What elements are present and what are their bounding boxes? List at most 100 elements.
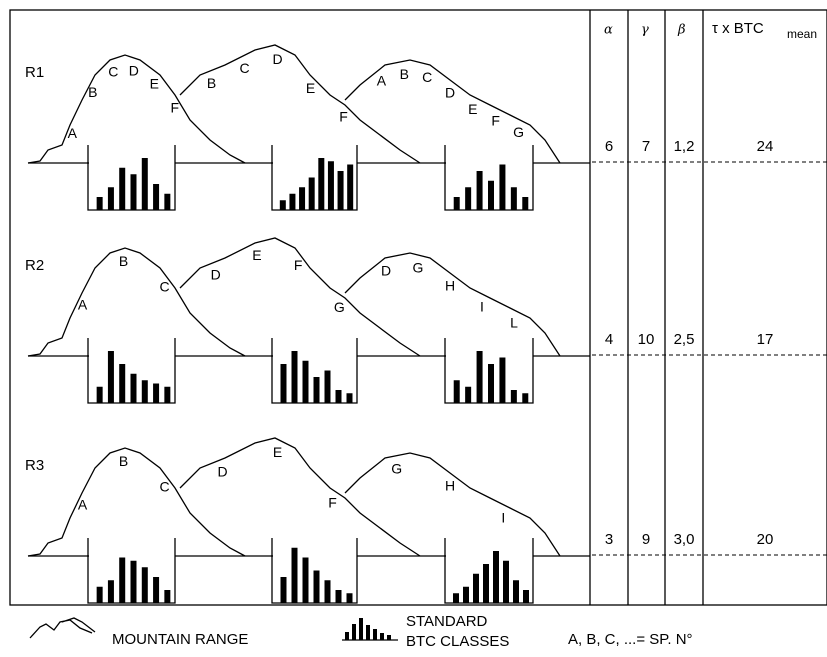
btc-bar bbox=[131, 374, 137, 403]
btc-bar bbox=[488, 364, 494, 403]
row-label: R3 bbox=[25, 457, 44, 474]
btc-bar bbox=[347, 593, 353, 603]
legend-text: BTC CLASSES bbox=[406, 633, 509, 650]
legend-text: MOUNTAIN RANGE bbox=[112, 631, 248, 648]
btc-bar bbox=[325, 580, 331, 603]
species-label: D bbox=[211, 266, 221, 282]
table-value: 3,0 bbox=[674, 531, 695, 548]
species-label: E bbox=[252, 247, 261, 263]
species-label: C bbox=[108, 64, 118, 80]
species-label: H bbox=[445, 278, 455, 294]
btc-bar bbox=[280, 200, 286, 210]
btc-bar bbox=[153, 384, 159, 404]
btc-bar bbox=[153, 577, 159, 603]
row-label: R1 bbox=[25, 64, 44, 81]
species-label: A bbox=[78, 297, 88, 313]
btc-bar bbox=[119, 558, 125, 604]
header: β bbox=[677, 23, 686, 38]
species-label: A bbox=[377, 73, 387, 89]
btc-bar bbox=[281, 364, 287, 403]
btc-bar bbox=[499, 165, 505, 211]
btc-bar bbox=[465, 187, 471, 210]
btc-bar bbox=[347, 393, 353, 403]
species-label: G bbox=[334, 299, 345, 315]
btc-bar bbox=[483, 564, 489, 603]
species-label: D bbox=[381, 263, 391, 279]
btc-bar bbox=[292, 548, 298, 603]
btc-bar bbox=[347, 165, 353, 211]
species-label: C bbox=[159, 479, 169, 495]
btc-bar bbox=[97, 197, 103, 210]
row-label: R2 bbox=[25, 257, 44, 274]
species-label: I bbox=[480, 299, 484, 315]
btc-bar bbox=[328, 161, 334, 210]
btc-bar bbox=[131, 174, 137, 210]
btc-bar bbox=[299, 187, 305, 210]
table-value: 6 bbox=[605, 138, 613, 155]
species-label: F bbox=[491, 113, 500, 129]
btc-bar bbox=[499, 358, 505, 404]
btc-bar bbox=[511, 187, 517, 210]
btc-bar bbox=[325, 371, 331, 404]
species-label: F bbox=[170, 99, 179, 115]
species-label: D bbox=[445, 85, 455, 101]
species-label: B bbox=[119, 453, 128, 469]
species-label: F bbox=[294, 257, 303, 273]
legend-text: STANDARD bbox=[406, 613, 488, 630]
btc-bar bbox=[488, 181, 494, 210]
species-label: L bbox=[510, 315, 518, 331]
species-label: D bbox=[272, 51, 282, 67]
legend-text: A, B, C, ...= SP. N° bbox=[568, 631, 693, 648]
btc-bar bbox=[119, 168, 125, 210]
btc-bar bbox=[463, 587, 469, 603]
legend-icon bbox=[342, 618, 398, 640]
btc-bar bbox=[465, 387, 471, 403]
species-label: E bbox=[150, 75, 159, 91]
btc-bar bbox=[108, 580, 114, 603]
btc-bar bbox=[303, 361, 309, 403]
btc-bar bbox=[303, 558, 309, 604]
btc-bar bbox=[153, 184, 159, 210]
table-value: 3 bbox=[605, 531, 613, 548]
btc-bar bbox=[318, 158, 324, 210]
species-label: G bbox=[391, 460, 402, 476]
table-value: 1,2 bbox=[674, 138, 695, 155]
btc-bar bbox=[336, 590, 342, 603]
btc-bar bbox=[336, 390, 342, 403]
header: γ bbox=[641, 23, 649, 38]
species-label: G bbox=[413, 260, 424, 276]
species-label: D bbox=[129, 63, 139, 79]
species-label: B bbox=[119, 253, 128, 269]
btc-bar bbox=[108, 187, 114, 210]
btc-bar bbox=[119, 364, 125, 403]
species-label: H bbox=[445, 478, 455, 494]
species-label: E bbox=[273, 444, 282, 460]
legend-icon bbox=[30, 618, 95, 638]
table-value: 10 bbox=[638, 331, 655, 348]
header: α bbox=[604, 23, 613, 38]
btc-bar bbox=[454, 197, 460, 210]
btc-bar bbox=[453, 593, 459, 603]
species-label: E bbox=[468, 101, 477, 117]
species-label: F bbox=[328, 494, 337, 510]
btc-bar bbox=[289, 194, 295, 210]
btc-bar bbox=[142, 380, 148, 403]
species-label: B bbox=[88, 84, 97, 100]
species-label: G bbox=[513, 124, 524, 140]
btc-bar bbox=[513, 580, 519, 603]
btc-bar bbox=[142, 567, 148, 603]
btc-bar bbox=[522, 393, 528, 403]
species-label: F bbox=[339, 109, 348, 125]
btc-bar bbox=[473, 574, 479, 603]
table-value: 17 bbox=[757, 331, 774, 348]
btc-bar bbox=[131, 561, 137, 603]
table-value: 20 bbox=[757, 531, 774, 548]
btc-bar bbox=[292, 351, 298, 403]
btc-bar bbox=[314, 571, 320, 604]
btc-bar bbox=[97, 387, 103, 403]
header: τ x BTC bbox=[712, 20, 764, 37]
table-value: 4 bbox=[605, 331, 613, 348]
btc-bar bbox=[523, 590, 529, 603]
btc-bar bbox=[97, 587, 103, 603]
btc-bar bbox=[522, 197, 528, 210]
